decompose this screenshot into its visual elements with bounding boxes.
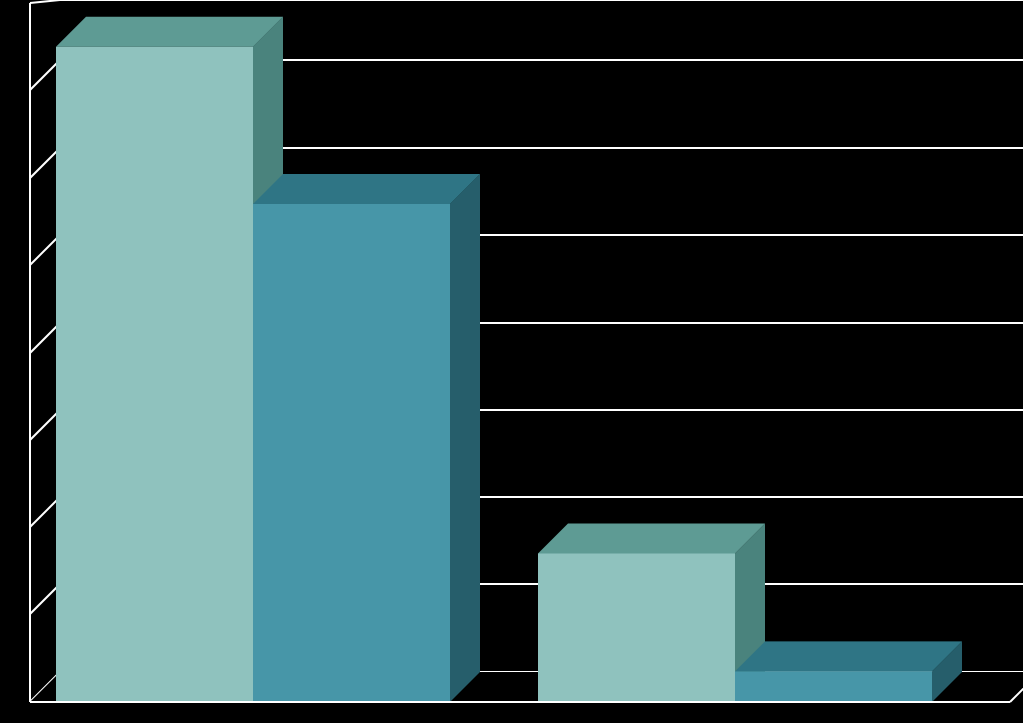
axis-bottom-top [0,0,1023,723]
bar-chart-3d [0,0,1023,723]
